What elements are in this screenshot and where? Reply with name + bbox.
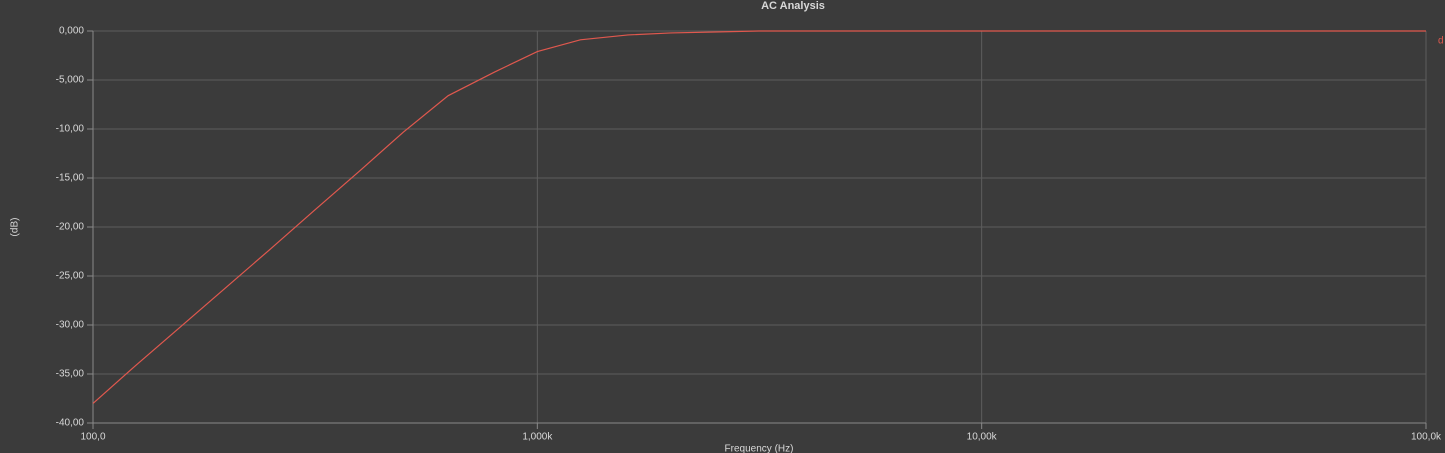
line-series — [92, 30, 1426, 404]
y-tick-label: -25,00 — [56, 271, 85, 282]
y-tick-label: -30,00 — [56, 320, 85, 331]
y-tick-label: -40,00 — [56, 418, 85, 429]
y-tick-label: -5,000 — [56, 75, 85, 86]
y-axis-label: (dB) — [10, 218, 21, 237]
y-tick-label: 0,000 — [59, 26, 84, 37]
chart-title: AC Analysis — [761, 0, 825, 12]
x-tick-label: 100,0k — [1411, 432, 1442, 443]
x-tick-label: 10,00k — [967, 432, 998, 443]
x-tick-label: 1,000k — [522, 432, 553, 443]
y-tick-label: -35,00 — [56, 369, 85, 380]
y-tick-label: -20,00 — [56, 222, 85, 233]
x-tick-label: 100,0 — [80, 432, 105, 443]
y-tick-label: -10,00 — [56, 124, 85, 135]
x-axis-label: Frequency (Hz) — [725, 444, 794, 453]
y-tick-label: -15,00 — [56, 173, 85, 184]
legend-entry: d — [1438, 36, 1444, 47]
